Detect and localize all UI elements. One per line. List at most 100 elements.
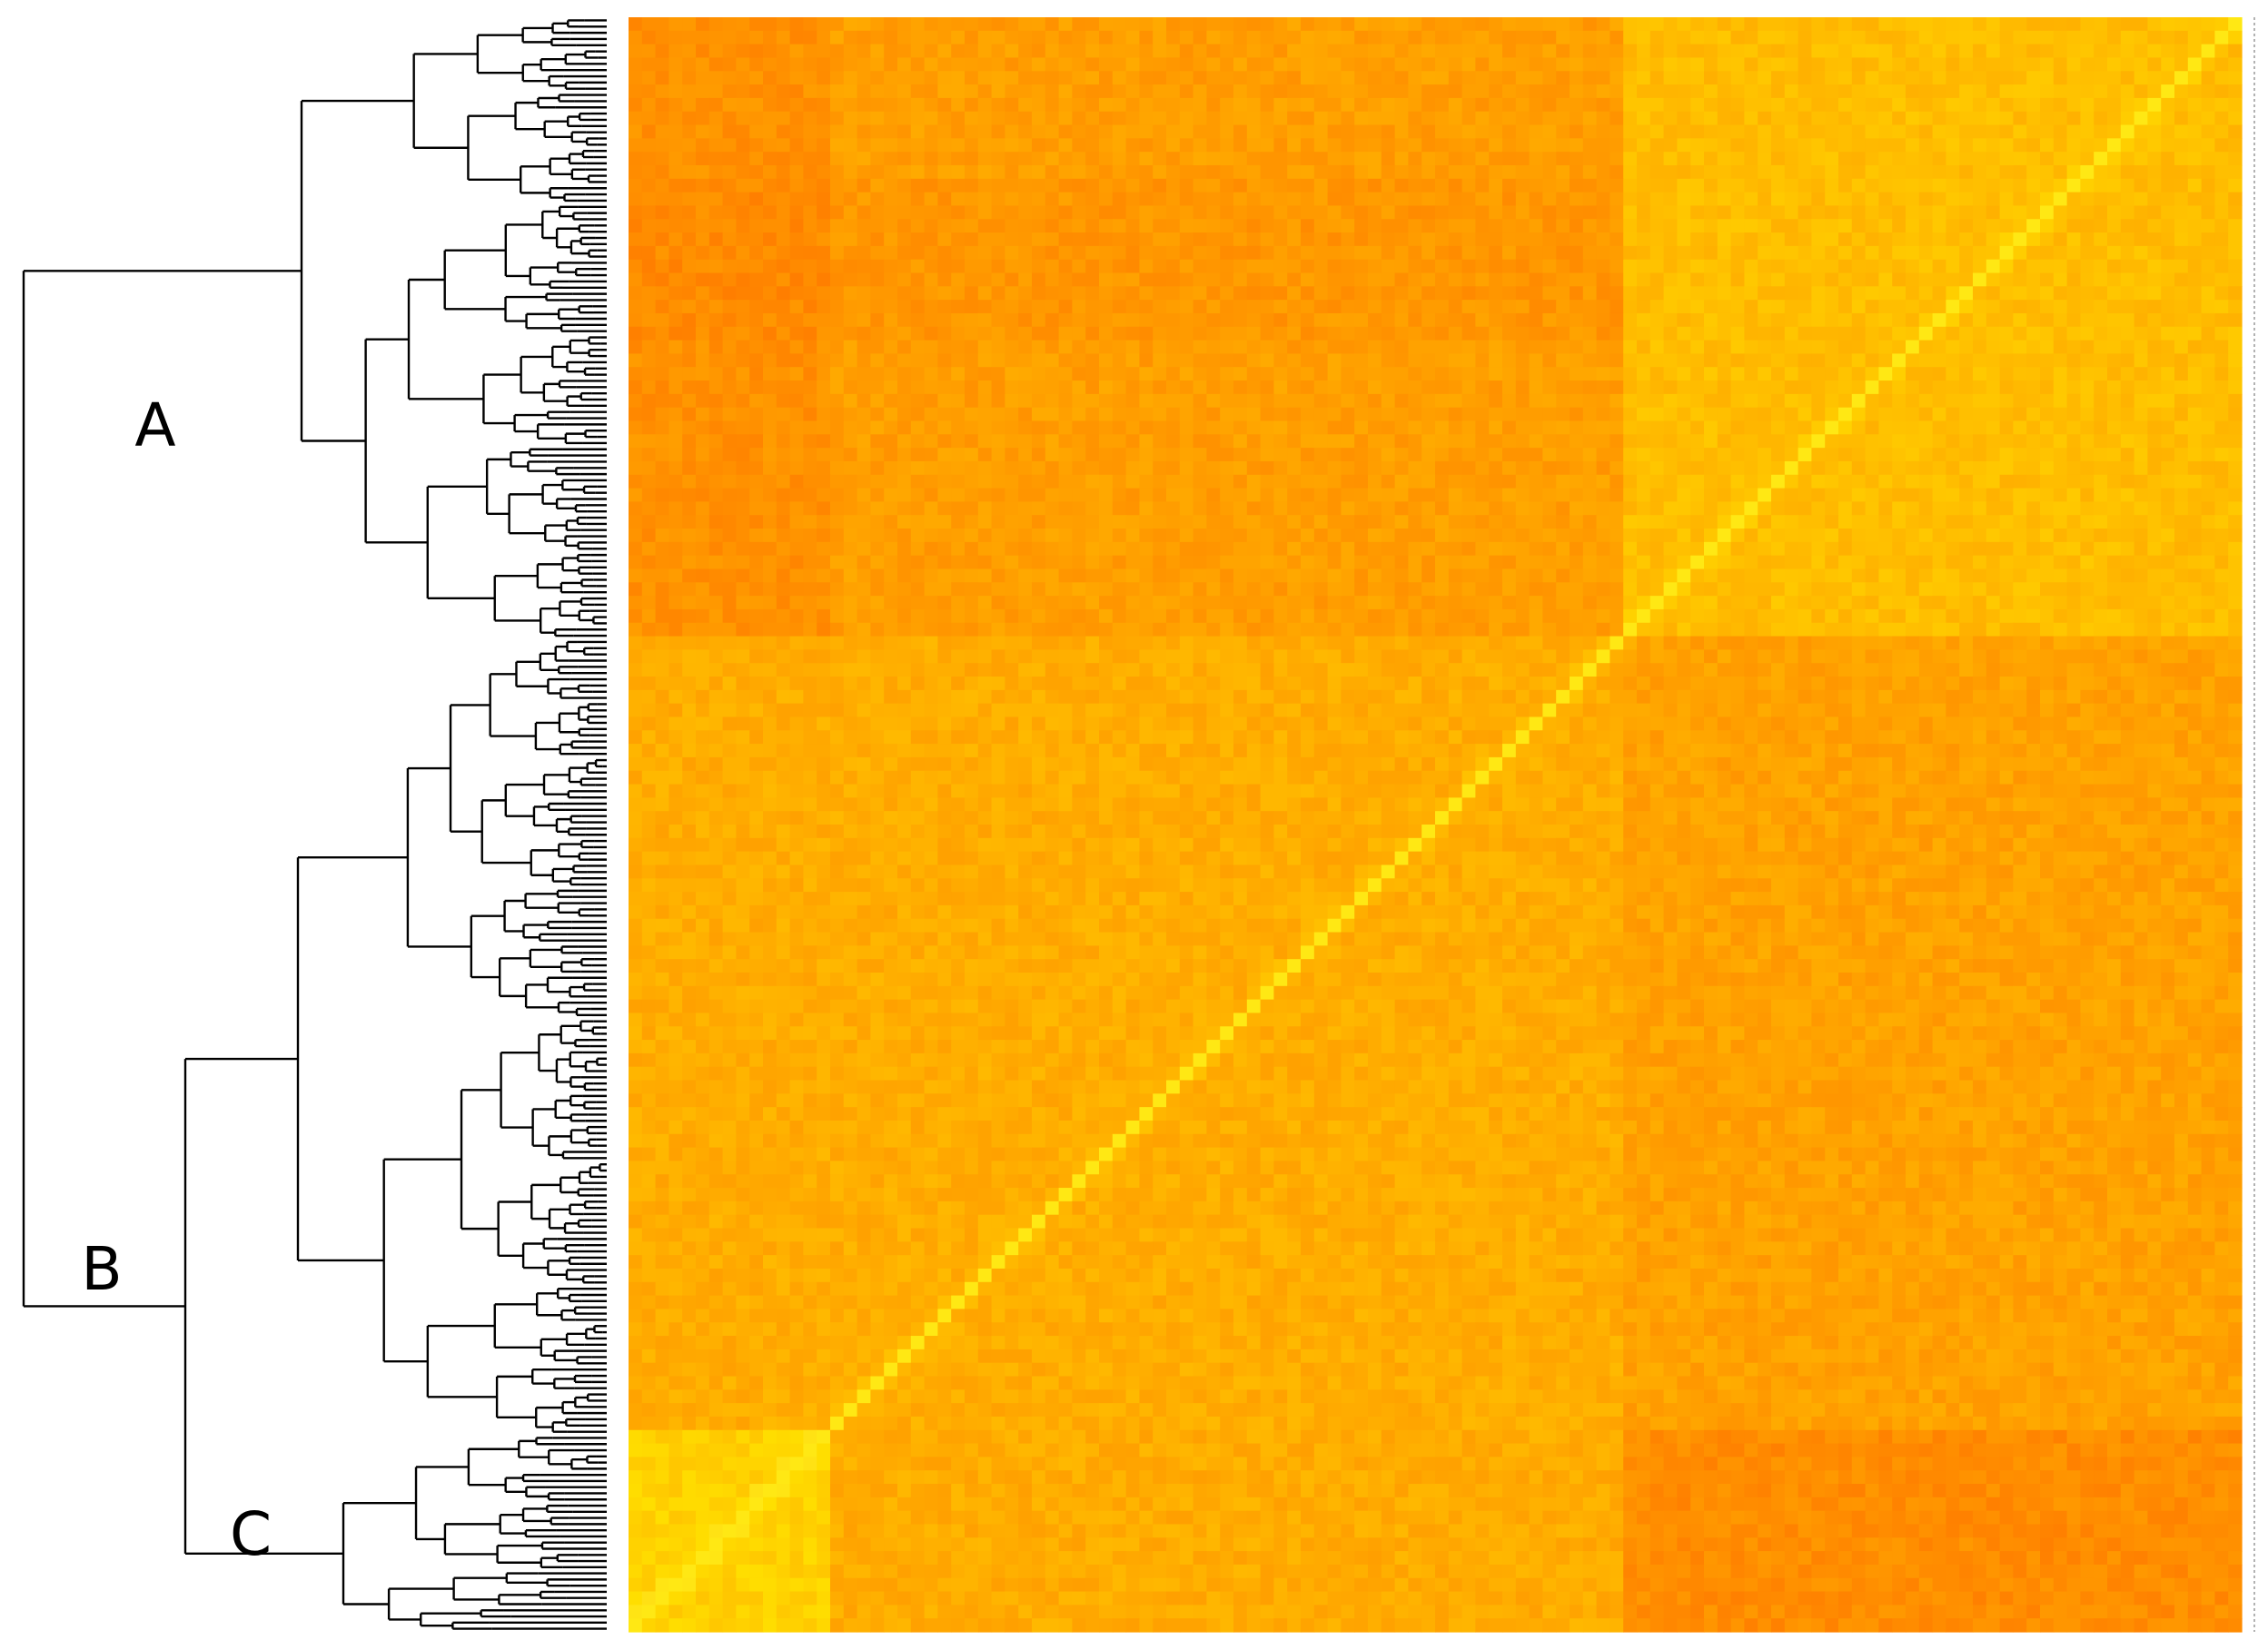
heat-cell — [1421, 84, 1436, 99]
heat-cell — [1313, 353, 1329, 368]
heat-cell — [2053, 340, 2068, 355]
heat-cell — [1394, 192, 1409, 207]
heat-cell — [2147, 57, 2162, 72]
heat-cell — [1502, 420, 1517, 435]
heat-cell — [1394, 420, 1409, 435]
heat-cell — [1811, 393, 1826, 409]
heat-cell — [1435, 71, 1450, 85]
heat-cell — [1677, 44, 1691, 59]
heat-cell — [1475, 219, 1490, 233]
heat-cell — [1865, 340, 1879, 355]
heat-cell — [1153, 259, 1167, 274]
heat-cell — [1435, 407, 1450, 422]
heat-cell — [1112, 44, 1127, 59]
heat-cell — [2013, 178, 2027, 193]
heat-cell — [1771, 367, 1786, 381]
heat-cell — [2080, 30, 2095, 45]
heat-cell — [1179, 272, 1194, 287]
heat-cell — [655, 380, 669, 395]
heat-cell — [749, 367, 764, 381]
heat-cell — [2094, 205, 2108, 220]
heat-cell — [1865, 286, 1879, 301]
heat-cell — [857, 178, 871, 193]
heat-cell — [1609, 71, 1624, 85]
heat-cell — [1637, 367, 1651, 381]
heat-cell — [763, 111, 777, 126]
heat-cell — [1005, 124, 1019, 139]
heat-cell — [2026, 326, 2041, 341]
heat-cell — [1596, 434, 1610, 449]
heat-cell — [669, 340, 683, 355]
heat-cell — [1313, 326, 1329, 341]
heat-cell — [1354, 97, 1369, 113]
heat-cell — [1421, 57, 1436, 72]
heat-cell — [1932, 71, 1946, 85]
heat-cell — [1798, 152, 1812, 166]
heat-cell — [2201, 57, 2215, 72]
heat-cell — [1811, 286, 1826, 301]
heat-cell — [1838, 245, 1853, 261]
heat-cell — [2134, 57, 2148, 72]
heat-cell — [1327, 178, 1342, 193]
heat-cell — [2040, 30, 2055, 45]
heat-cell — [897, 312, 912, 328]
heat-cell — [2214, 124, 2229, 139]
heat-cell — [1381, 192, 1396, 207]
heat-cell — [1946, 205, 1960, 220]
heat-cell — [1932, 326, 1946, 341]
heat-cell — [1394, 111, 1409, 126]
heat-cell — [1771, 340, 1786, 355]
heat-cell — [2080, 138, 2095, 153]
heat-cell — [1421, 192, 1436, 207]
heat-cell — [789, 380, 804, 395]
heat-cell — [1878, 44, 1893, 59]
heat-cell — [1542, 380, 1557, 395]
heat-cell — [1206, 245, 1221, 261]
heat-cell — [1193, 340, 1207, 355]
heat-cell — [1677, 178, 1691, 193]
heat-cell — [1327, 353, 1342, 368]
heat-cell — [1018, 259, 1033, 274]
heat-cell — [669, 286, 683, 301]
heat-cell — [1381, 300, 1396, 314]
heat-cell — [1677, 312, 1691, 328]
heat-cell — [965, 164, 979, 180]
heat-cell — [1179, 84, 1194, 99]
heat-cell — [1932, 245, 1946, 261]
heat-cell — [1475, 138, 1490, 153]
heat-cell — [1206, 286, 1221, 301]
heat-cell — [1609, 192, 1624, 207]
heat-cell — [1354, 57, 1369, 72]
heat-cell — [1784, 164, 1799, 180]
heat-cell — [857, 448, 871, 462]
heat-cell — [1932, 448, 1946, 462]
heat-cell — [1515, 259, 1530, 274]
heat-cell — [1730, 312, 1745, 328]
heat-cell — [1529, 44, 1543, 59]
heat-cell — [1851, 30, 1867, 45]
heat-cell — [965, 71, 979, 85]
heat-cell — [1421, 434, 1436, 449]
heat-cell — [1515, 407, 1530, 422]
heat-cell — [991, 71, 1005, 85]
heat-cell — [857, 286, 871, 301]
heat-cell — [817, 353, 831, 368]
heat-cell — [1327, 192, 1342, 207]
heat-cell — [1609, 205, 1624, 220]
heat-cell — [1851, 340, 1867, 355]
heat-cell — [655, 124, 669, 139]
heat-cell — [937, 420, 952, 435]
heat-cell — [1193, 124, 1207, 139]
heat-cell — [2066, 164, 2081, 180]
heat-cell — [655, 71, 669, 85]
heat-cell — [1032, 245, 1046, 261]
heat-cell — [924, 393, 938, 409]
heat-cell — [1690, 219, 1705, 233]
heat-cell — [1099, 97, 1114, 113]
heat-cell — [1798, 393, 1812, 409]
heat-cell — [1582, 219, 1598, 233]
heat-cell — [1475, 259, 1490, 274]
heat-cell — [1946, 448, 1960, 462]
heat-cell — [1179, 434, 1194, 449]
heat-cell — [1892, 178, 1907, 193]
